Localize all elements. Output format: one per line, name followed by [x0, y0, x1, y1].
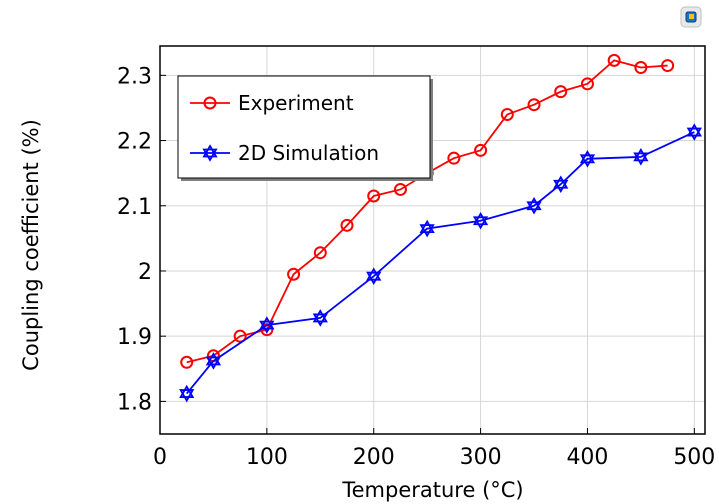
x-tick-label: 300: [460, 445, 502, 470]
data-point: [607, 53, 621, 67]
x-tick-label: 100: [246, 445, 288, 470]
app-logo-icon[interactable]: [680, 6, 702, 28]
data-point: [634, 61, 648, 75]
data-point: [287, 267, 301, 281]
series-experiment: [180, 53, 675, 369]
data-point: [474, 143, 488, 157]
x-tick-label: 500: [673, 445, 715, 470]
legend-marker: [203, 96, 217, 110]
data-point: [579, 150, 596, 168]
data-point: [233, 329, 247, 343]
data-point: [686, 123, 702, 141]
data-point: [580, 77, 594, 91]
x-tick-labels: 0 100 200 300 400 500: [153, 428, 715, 470]
data-point: [526, 196, 542, 215]
x-tick-label: 200: [353, 445, 395, 470]
data-point: [500, 107, 514, 121]
data-point: [340, 218, 354, 232]
series-layer: [179, 53, 702, 403]
y-tick-label: 1.9: [117, 325, 152, 350]
data-point: [179, 384, 195, 403]
data-point: [367, 189, 381, 203]
series-line: [186, 131, 695, 395]
y-tick-label: 1.8: [117, 390, 152, 415]
y-tick-label: 2.3: [117, 64, 152, 89]
plot-frame: [159, 45, 706, 435]
legend-item: 2D Simulation: [190, 141, 379, 165]
series-2d-simulation: [179, 123, 702, 403]
data-point: [313, 246, 327, 260]
data-point: [554, 85, 568, 99]
data-point: [419, 219, 435, 238]
data-point: [553, 175, 569, 194]
y-tick-label: 2: [138, 260, 152, 285]
data-point: [393, 182, 407, 196]
legend-marker: [202, 144, 218, 162]
y-tick-labels: 1.8 1.9 2 2.1 2.2 2.3: [117, 64, 166, 415]
legend-label: 2D Simulation: [238, 141, 379, 165]
data-point: [180, 355, 194, 369]
data-point: [205, 352, 222, 370]
legend-label: Experiment: [238, 91, 354, 115]
data-point: [633, 148, 649, 166]
data-point: [366, 267, 382, 285]
legend: Experiment 2D Simulation: [177, 75, 433, 181]
data-point: [447, 151, 461, 165]
data-point: [259, 316, 275, 334]
data-point: [312, 309, 328, 327]
data-point: [472, 211, 489, 230]
legend-item: Experiment: [190, 91, 354, 115]
x-tick-label: 0: [153, 445, 167, 470]
x-axis-label: Temperature (°C): [341, 478, 523, 502]
x-tick-label: 400: [566, 445, 608, 470]
legend-box: [177, 75, 431, 179]
y-axis-label: Coupling coefficient (%): [19, 119, 43, 371]
data-point: [661, 59, 675, 73]
y-tick-label: 2.1: [117, 195, 152, 220]
data-point: [527, 98, 541, 112]
y-tick-label: 2.2: [117, 130, 152, 155]
